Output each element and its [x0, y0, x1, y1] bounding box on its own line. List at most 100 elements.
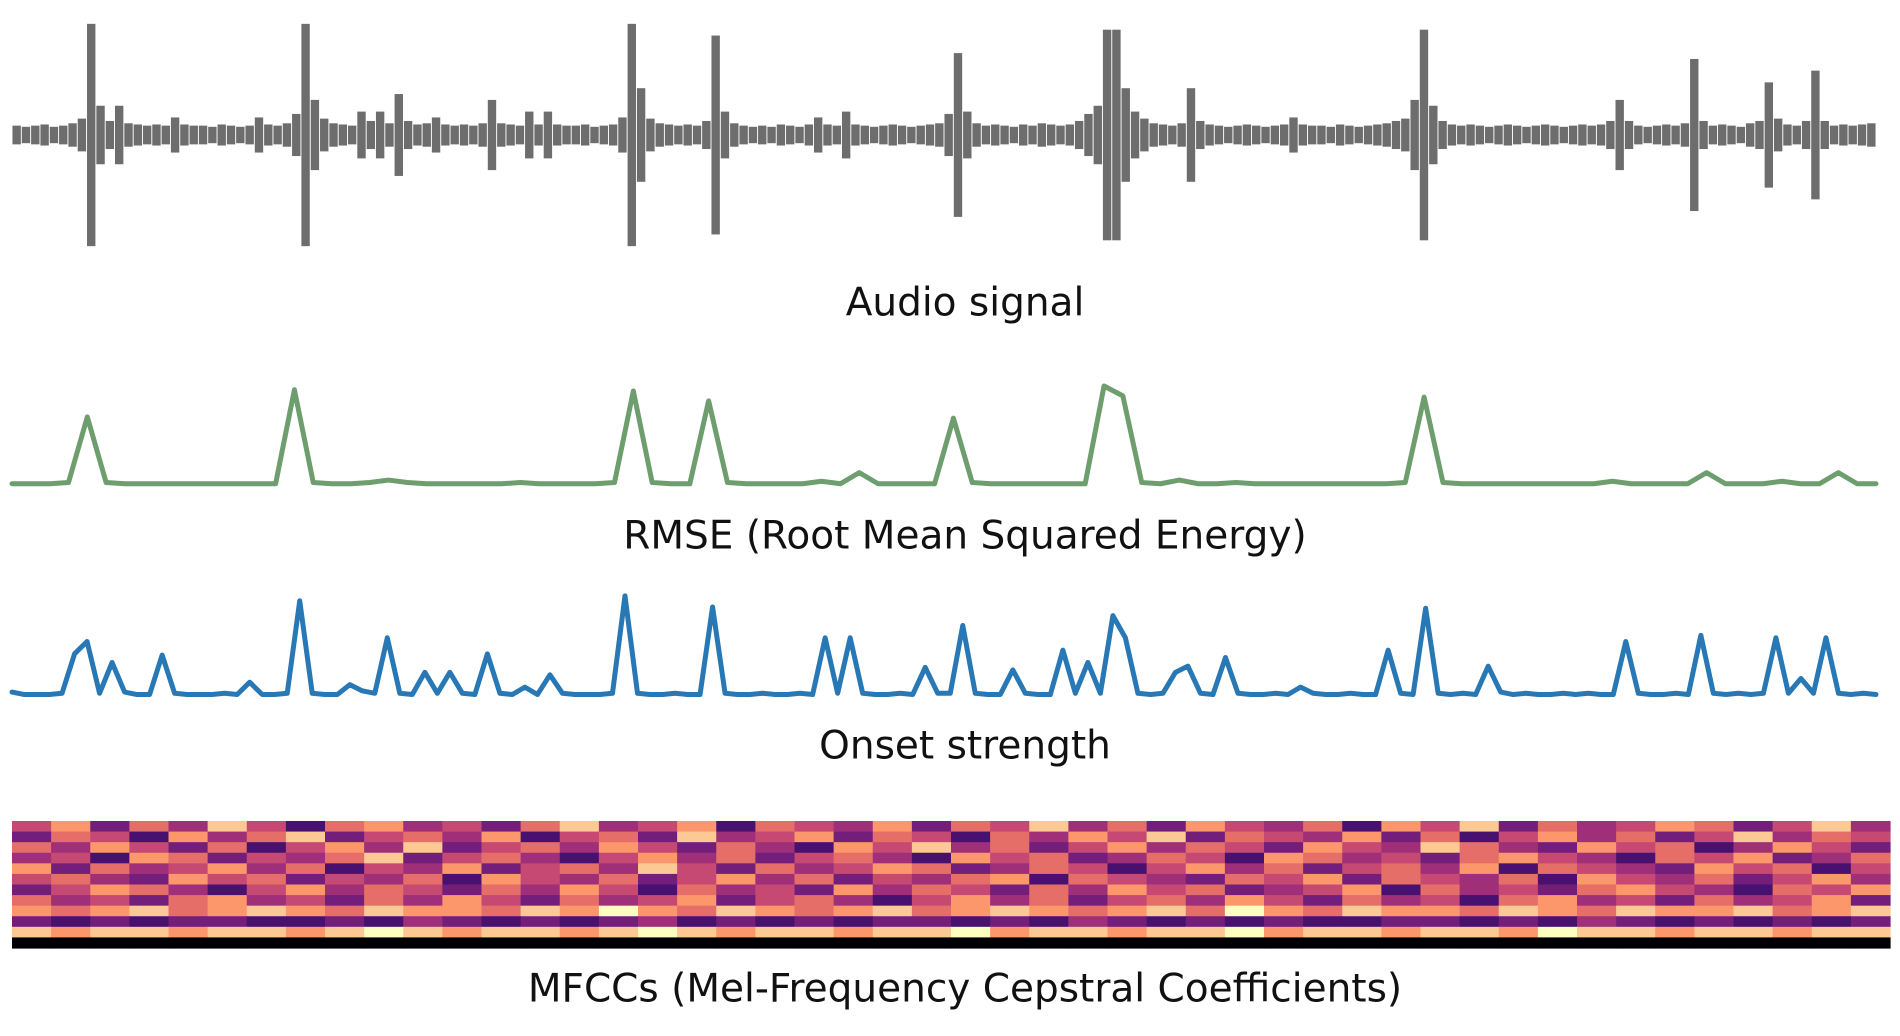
waveform-segment: [320, 118, 329, 152]
heatmap-cell: [90, 873, 130, 886]
heatmap-cell: [872, 895, 913, 907]
heatmap-cell: [481, 916, 522, 928]
heatmap-cell: [1068, 916, 1109, 928]
heatmap-cell: [990, 821, 1030, 833]
heatmap-cell: [755, 916, 796, 928]
heatmap-cell: [1029, 821, 1069, 833]
heatmap-cell: [129, 937, 170, 949]
waveform-segment: [1512, 125, 1522, 145]
heatmap-cell: [872, 916, 913, 928]
heatmap-cell: [1381, 821, 1422, 833]
waveform-segment: [1708, 125, 1718, 145]
heatmap-cell: [325, 916, 365, 928]
waveform-segment: [888, 124, 897, 146]
waveform-segment: [366, 120, 376, 150]
waveform-segment: [1662, 124, 1671, 146]
heatmap-cell: [677, 905, 717, 917]
waveform-segment: [1000, 125, 1009, 145]
heatmap-cell: [285, 895, 326, 907]
heatmap-cell: [403, 863, 443, 875]
heatmap-cell: [677, 821, 717, 833]
waveform-segment: [1056, 125, 1065, 145]
heatmap-cell: [1029, 884, 1069, 896]
heatmap-cell: [1498, 895, 1539, 907]
waveform-segment: [590, 126, 599, 144]
waveform-segment: [1252, 125, 1261, 145]
heatmap-cell: [129, 831, 170, 843]
waveform-segment: [170, 117, 180, 153]
heatmap-cell: [1342, 863, 1382, 875]
heatmap-cell: [285, 884, 326, 896]
heatmap-cell: [1459, 831, 1500, 843]
heatmap-cell: [246, 821, 287, 833]
heatmap-cell: [1342, 821, 1382, 833]
heatmap-cell: [12, 916, 52, 928]
waveform-segment: [1792, 125, 1801, 145]
heatmap-cell: [12, 821, 52, 833]
heatmap-cell: [1537, 852, 1578, 864]
waveform-segment: [441, 124, 450, 146]
heatmap-cell: [285, 852, 326, 864]
heatmap-cell: [1420, 821, 1461, 833]
heatmap-cell: [1537, 821, 1578, 833]
heatmap-cell: [1850, 842, 1891, 854]
waveform-segment: [1839, 124, 1848, 146]
heatmap-cell: [1224, 926, 1265, 939]
heatmap-cell: [951, 905, 991, 917]
heatmap-cell: [1420, 842, 1461, 854]
heatmap-cell: [129, 916, 170, 928]
heatmap-cell: [598, 926, 639, 939]
waveform-segment: [627, 23, 636, 247]
heatmap-cell: [794, 863, 835, 875]
heatmap-cell: [1772, 852, 1813, 864]
heatmap-cell: [168, 905, 209, 917]
waveform-segment: [851, 124, 860, 146]
heatmap-cell: [520, 852, 561, 864]
heatmap-cell: [207, 863, 248, 875]
heatmap-cell: [1459, 821, 1500, 833]
heatmap-cell: [1342, 916, 1382, 928]
heatmap-cell: [1381, 916, 1422, 928]
heatmap-cell: [51, 937, 91, 949]
heatmap-cell: [911, 937, 952, 949]
heatmap-cell: [1303, 821, 1343, 833]
heatmap-cell: [638, 895, 678, 907]
heatmap-cell: [990, 905, 1030, 917]
waveform-segment: [1773, 118, 1783, 152]
waveform-segment: [40, 124, 49, 146]
heatmap-cell: [12, 831, 52, 843]
heatmap-cell: [1577, 916, 1617, 928]
heatmap-cell: [716, 926, 756, 939]
heatmap-cell: [990, 937, 1030, 949]
heatmap-cell: [833, 863, 874, 875]
heatmap-cell: [638, 905, 678, 917]
heatmap-cell: [951, 821, 991, 833]
heatmap-cell: [1772, 842, 1813, 854]
heatmap-cell: [1342, 937, 1382, 949]
heatmap-cell: [1420, 895, 1461, 907]
waveform-segment: [1447, 124, 1457, 146]
heatmap-cell: [1303, 884, 1343, 896]
heatmap-cell: [1811, 873, 1852, 886]
waveform-segment: [795, 126, 804, 144]
waveform-segment: [1531, 125, 1541, 145]
heatmap-cell: [1224, 905, 1265, 917]
heatmap-cell: [51, 905, 91, 917]
heatmap-cell: [1420, 926, 1461, 939]
heatmap-cell: [51, 852, 91, 864]
heatmap-cell: [1381, 852, 1422, 864]
waveform-segment: [1130, 111, 1140, 159]
heatmap-cell: [872, 873, 913, 886]
waveform-segment: [180, 124, 189, 146]
heatmap-cell: [1107, 916, 1148, 928]
heatmap-cell: [1303, 842, 1343, 854]
heatmap-cell: [1772, 821, 1813, 833]
heatmap-cell: [872, 926, 913, 939]
heatmap-cell: [1264, 863, 1304, 875]
waveform-segment: [1196, 120, 1205, 150]
heatmap-cell: [1577, 926, 1617, 939]
heatmap-cell: [1655, 905, 1695, 917]
heatmap-cell: [1029, 873, 1069, 886]
heatmap-cell: [442, 937, 483, 949]
waveform-segment: [478, 123, 487, 147]
